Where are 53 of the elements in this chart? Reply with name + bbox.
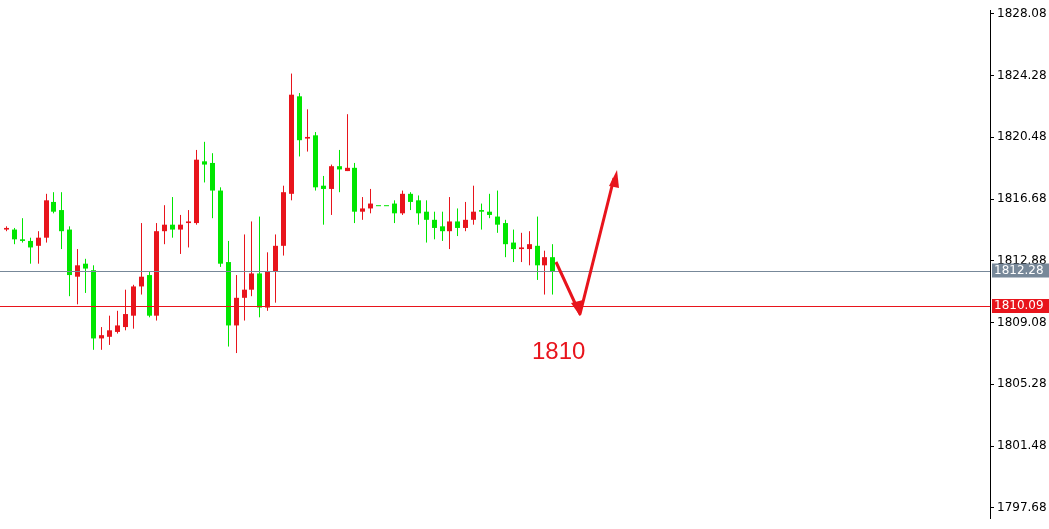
candlestick — [51, 191, 56, 214]
candlestick — [550, 243, 555, 296]
candlestick — [115, 310, 120, 335]
candlestick — [392, 199, 397, 224]
candlestick — [440, 211, 445, 242]
candlestick — [337, 149, 342, 193]
y-tick-label: 1828.08 — [997, 5, 1047, 20]
candlestick — [329, 164, 334, 216]
candlestick — [321, 175, 326, 226]
candlestick — [463, 201, 468, 232]
y-tick-label: 1809.08 — [997, 314, 1047, 329]
candlestick — [178, 214, 183, 255]
candlestick — [527, 230, 532, 266]
y-tick-label: 1797.68 — [997, 499, 1047, 514]
candlestick — [495, 190, 500, 234]
y-tick-label: 1816.68 — [997, 191, 1047, 206]
y-tick-label: 1801.48 — [997, 438, 1047, 453]
y-tick-label: 1805.28 — [997, 376, 1047, 391]
candlestick — [162, 204, 167, 245]
candlestick — [479, 203, 484, 231]
candlestick — [511, 229, 516, 263]
y-tick-label: 1824.28 — [997, 67, 1047, 82]
candlestick — [139, 222, 144, 296]
candlestick — [503, 219, 508, 258]
candlestick — [432, 211, 437, 240]
candlestick — [424, 199, 429, 244]
candlestick — [20, 217, 25, 244]
candlestick — [471, 185, 476, 226]
candlestick — [455, 207, 460, 237]
y-tick-label: 1820.48 — [997, 129, 1047, 144]
candlestick — [28, 237, 33, 265]
ref-line-label: 1810.09 — [994, 298, 1044, 313]
candlestick — [249, 220, 254, 297]
candlestick — [75, 248, 80, 305]
candlestick — [345, 113, 350, 172]
candlestick — [305, 108, 310, 153]
candlestick — [59, 191, 64, 250]
candlestick — [542, 250, 547, 296]
candlestick — [202, 141, 207, 183]
candlestick — [83, 258, 88, 294]
candlestick — [487, 193, 492, 219]
candlestick — [107, 315, 112, 346]
candlestick — [36, 230, 41, 265]
candlestick — [186, 209, 191, 248]
annotation: 1810 — [532, 337, 586, 365]
candlestick — [99, 326, 104, 351]
candlestick — [519, 232, 524, 263]
candlestick — [170, 196, 175, 239]
candlestick — [535, 216, 540, 281]
candlestick — [447, 196, 452, 250]
candlestick — [360, 196, 365, 221]
candlestick — [400, 190, 405, 216]
candlestick — [416, 194, 421, 226]
